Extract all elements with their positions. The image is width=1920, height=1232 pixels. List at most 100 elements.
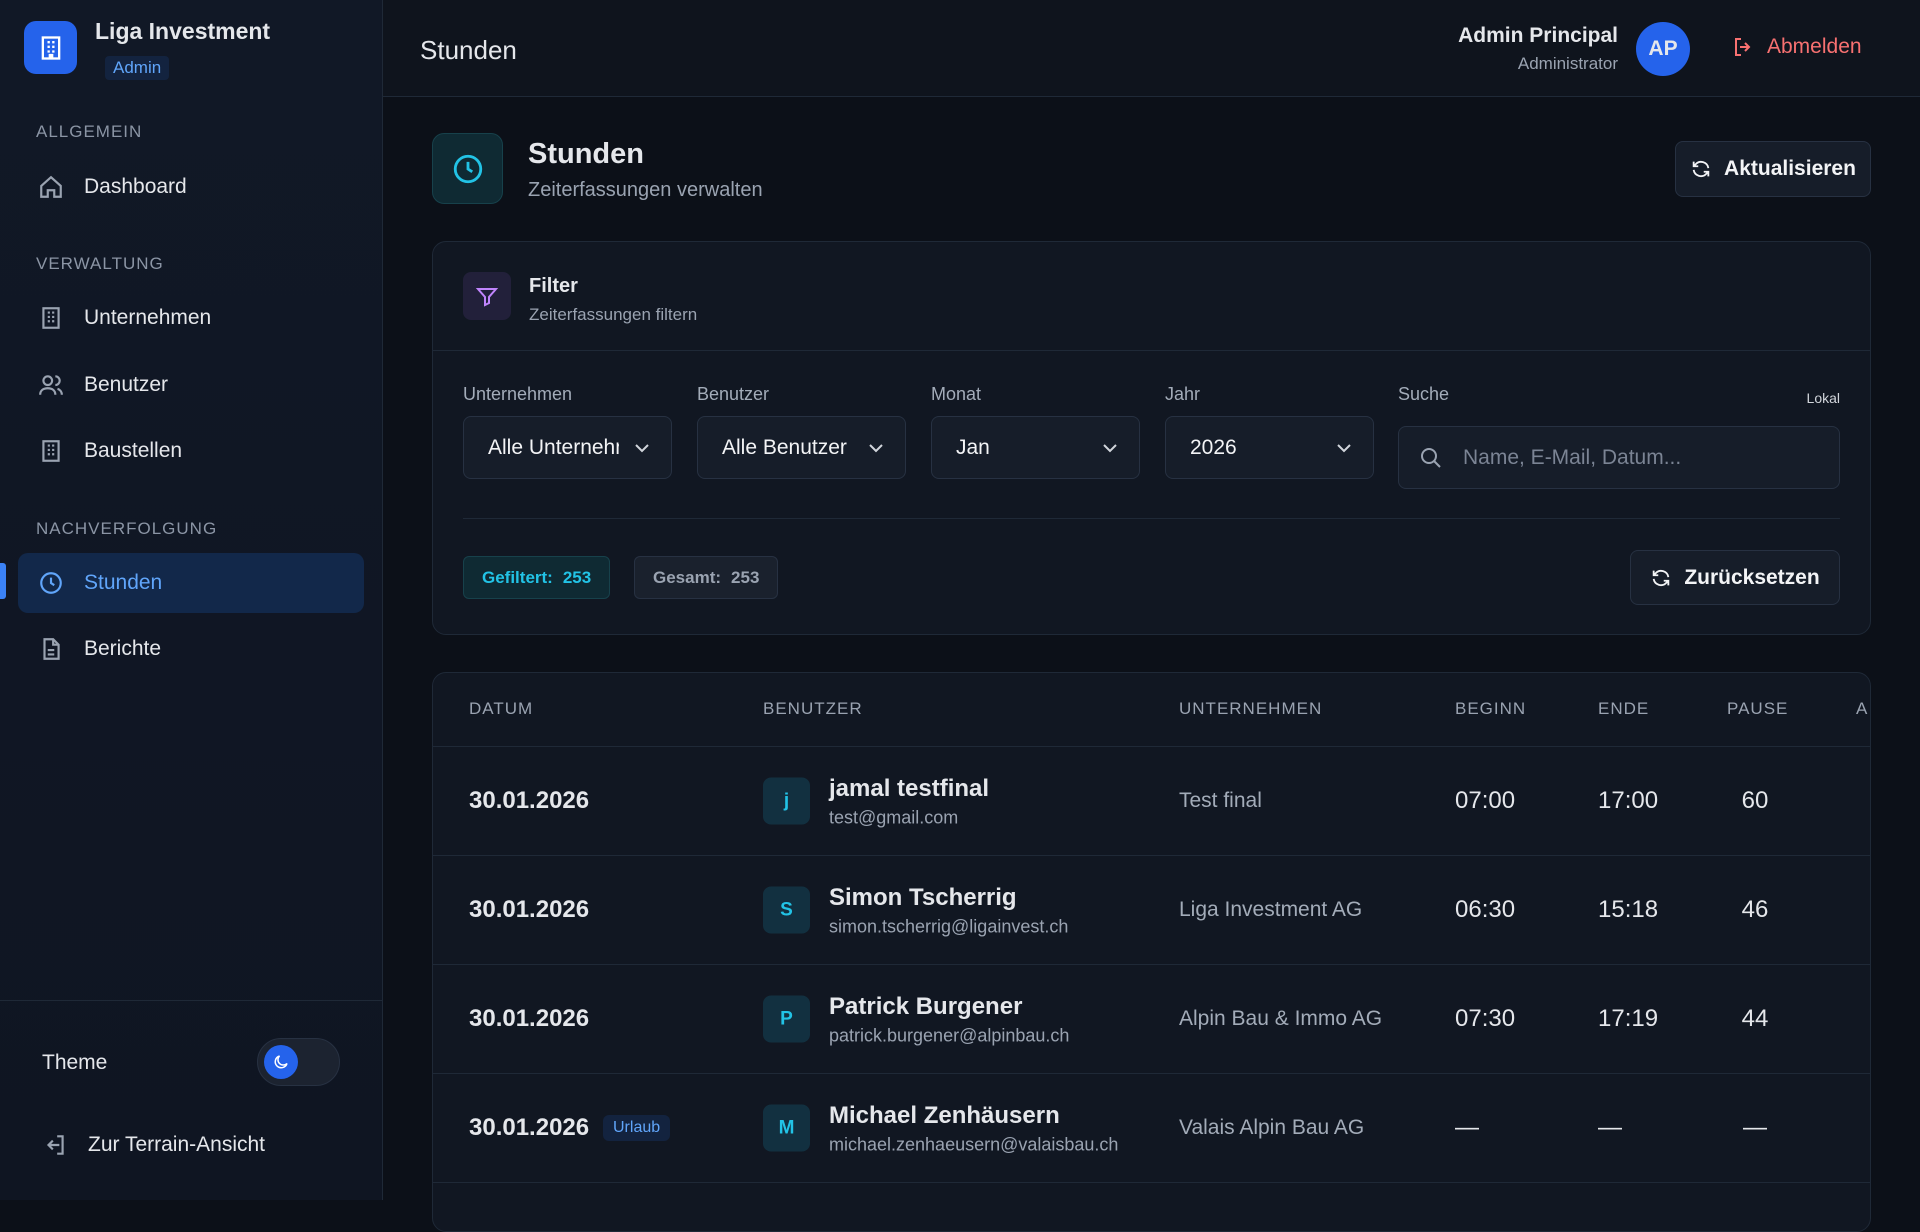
end-time: 17:00	[1598, 787, 1659, 814]
divider	[0, 1000, 383, 1001]
nav-item[interactable]: Benutzer	[18, 355, 364, 415]
nav-label: Unternehmen	[84, 306, 212, 329]
theme-toggle[interactable]	[257, 1038, 340, 1086]
field-label: Monat	[931, 384, 982, 404]
date: 30.01.2026	[469, 896, 590, 923]
company: Valais Alpin Bau AG	[1179, 1116, 1365, 1139]
logout-button[interactable]: Abmelden	[1731, 35, 1862, 59]
field-label: Unternehmen	[463, 384, 573, 404]
theme-label: Theme	[42, 1051, 108, 1074]
end-time: 15:18	[1598, 896, 1659, 923]
page-icon	[432, 133, 503, 204]
begin-time: 06:30	[1455, 896, 1516, 923]
nav-item[interactable]: Stunden	[18, 553, 364, 613]
header-title: Stunden	[420, 35, 517, 65]
table-row[interactable]: 30.01.2026 S Simon Tscherrig simon.tscherri…	[433, 856, 1871, 965]
field-label: Benutzer	[697, 384, 770, 404]
section-title: VERWALTUNG	[36, 254, 164, 273]
total-badge: Gesamt: 253	[634, 556, 779, 599]
table-row[interactable]: 30.01.2026 j jamal testfinal test@gmail.com…	[433, 747, 1871, 856]
begin-time: —	[1455, 1114, 1479, 1141]
search-input[interactable]: Name, E-Mail, Datum...	[1398, 426, 1840, 489]
user-email: test@gmail.com	[829, 807, 959, 828]
nav-item[interactable]: Berichte	[18, 619, 364, 679]
user-role: Administrator	[1517, 54, 1618, 73]
company: Test final	[1179, 789, 1262, 812]
table-row[interactable]: 30.01.2026 Urlaub M Michael Zenhäusern micha…	[433, 1074, 1871, 1183]
select[interactable]: Alle Unternehmen	[463, 416, 672, 479]
search-hint: Lokal	[1806, 390, 1840, 406]
user-email: simon.tscherrig@ligainvest.ch	[829, 916, 1069, 937]
badge-value: 253	[731, 567, 760, 587]
filter-icon	[463, 272, 511, 320]
brand: Liga Investment	[95, 18, 271, 44]
logout-label: Abmelden	[1767, 35, 1862, 58]
page-subtitle: Zeiterfassungen verwalten	[528, 179, 763, 201]
topbar: Stunden Admin Principal Administrator AP…	[383, 0, 1920, 97]
select[interactable]: Alle Benutzer	[697, 416, 906, 479]
nav-label: Baustellen	[84, 439, 183, 462]
company: Alpin Bau & Immo AG	[1179, 1007, 1383, 1030]
column-header: PAUSE	[1727, 699, 1789, 718]
reset-button[interactable]: Zurücksetzen	[1630, 550, 1840, 605]
user-name: Michael Zenhäusern	[829, 1102, 1060, 1129]
date: 30.01.2026	[469, 787, 590, 814]
select[interactable]: 2026	[1165, 416, 1374, 479]
column-header: UNTERNEHMEN	[1179, 699, 1323, 718]
user-avatar: j	[763, 777, 810, 825]
user-email: patrick.burgener@alpinbau.ch	[829, 1025, 1070, 1046]
nav-label: Stunden	[84, 571, 163, 594]
end-time: —	[1598, 1114, 1622, 1141]
badge-value: 253	[562, 567, 592, 587]
select[interactable]: Jan	[931, 416, 1140, 479]
sidebar: Liga Investment Admin ALLGEMEIN Dashboar…	[0, 0, 383, 1200]
terrain-link[interactable]: Zur Terrain-Ansicht	[42, 1132, 265, 1158]
nav-item[interactable]: Unternehmen	[18, 288, 364, 348]
nav-label: Dashboard	[84, 175, 187, 198]
status-badge: Urlaub	[603, 1115, 671, 1141]
role-badge: Admin	[105, 56, 170, 80]
nav-label: Benutzer	[84, 373, 169, 396]
divider	[433, 350, 1870, 351]
table-card	[432, 672, 1871, 1232]
nav-item[interactable]: Baustellen	[18, 421, 364, 481]
user-name: jamal testfinal	[829, 775, 990, 802]
refresh-label: Aktualisieren	[1724, 157, 1856, 180]
begin-time: 07:00	[1455, 787, 1516, 814]
terrain-label: Zur Terrain-Ansicht	[88, 1133, 266, 1156]
badge-label: Gesamt:	[653, 567, 722, 587]
select-value: 2026	[1190, 435, 1237, 459]
select-value: Alle Unternehmen	[488, 435, 619, 459]
user-email: michael.zenhaeusern@valaisbau.ch	[829, 1134, 1119, 1155]
filtered-badge: Gefiltert: 253	[463, 556, 611, 599]
begin-time: 07:30	[1455, 1005, 1516, 1032]
toggle-knob	[264, 1045, 298, 1079]
field-label: Suche	[1398, 384, 1450, 404]
reset-label: Zurücksetzen	[1684, 565, 1820, 589]
column-header: ENDE	[1598, 699, 1650, 718]
company: Liga Investment AG	[1179, 898, 1363, 921]
nav-label: Berichte	[84, 637, 162, 660]
column-header: BENUTZER	[763, 699, 863, 718]
avatar[interactable]: AP	[1636, 22, 1690, 76]
user-name: Patrick Burgener	[829, 993, 1023, 1020]
logo	[24, 21, 77, 74]
date: 30.01.2026	[469, 1114, 590, 1141]
section-title: ALLGEMEIN	[36, 122, 143, 141]
column-header: A	[1856, 699, 1869, 718]
table-row[interactable]: 30.01.2026 P Patrick Burgener patrick.burge…	[433, 965, 1871, 1074]
search-placeholder: Name, E-Mail, Datum...	[1463, 445, 1682, 469]
pause: —	[1743, 1114, 1767, 1141]
column-header: BEGINN	[1455, 699, 1527, 718]
pause: 60	[1741, 787, 1769, 814]
page-title: Stunden	[528, 138, 644, 170]
divider	[433, 746, 1870, 747]
refresh-button[interactable]: Aktualisieren	[1675, 141, 1871, 197]
nav-item[interactable]: Dashboard	[18, 157, 364, 217]
user-name: Simon Tscherrig	[829, 884, 1017, 911]
user-name: Admin Principal	[1458, 24, 1618, 47]
active-indicator	[0, 563, 6, 599]
filter-title: Filter	[529, 275, 578, 297]
